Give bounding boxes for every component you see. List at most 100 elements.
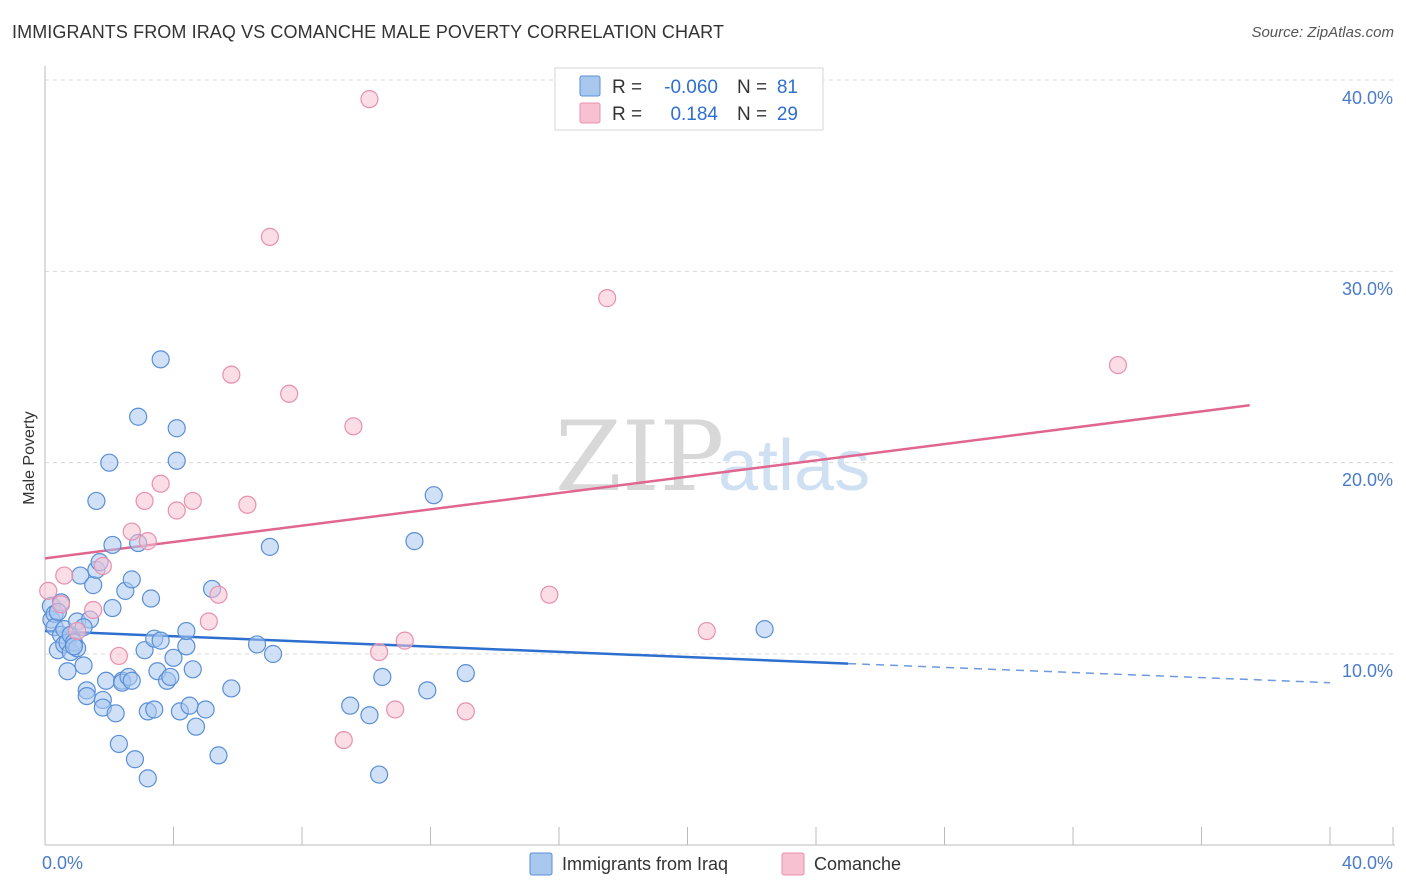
grid-layer xyxy=(45,79,1395,655)
iraq-point xyxy=(122,671,141,690)
iraq-point xyxy=(103,598,122,618)
iraq-point xyxy=(106,704,125,723)
iraq-point xyxy=(263,644,283,664)
bottom-legend-swatch-iraq xyxy=(529,852,553,876)
comanche-point xyxy=(209,585,228,604)
iraq-point xyxy=(145,700,164,719)
iraq-point xyxy=(177,621,196,641)
iraq-point xyxy=(177,637,196,656)
comanche-point xyxy=(280,384,299,403)
iraq-point xyxy=(64,637,84,656)
legend-n-label-comanche: N = xyxy=(737,104,767,125)
iraq-point xyxy=(370,765,389,784)
legend-n-value-comanche: 29 xyxy=(777,104,798,125)
iraq-point xyxy=(87,491,106,511)
bottom-legend-label-iraq: Immigrants from Iraq xyxy=(562,854,728,874)
iraq-point xyxy=(260,537,279,556)
source-credit: Source: ZipAtlas.com xyxy=(1251,24,1394,41)
iraq-point xyxy=(74,656,93,675)
comanche-point xyxy=(122,522,141,541)
iraq-point xyxy=(84,576,103,595)
iraq-point xyxy=(122,570,141,589)
iraq-point xyxy=(151,350,170,369)
iraq-point xyxy=(138,769,157,788)
watermark-zip: ZIP xyxy=(555,401,724,513)
comanche-point xyxy=(360,90,379,109)
watermark-atlas: atlas xyxy=(718,426,870,506)
legend-r-value-iraq: -0.060 xyxy=(664,77,718,98)
chart-title: IMMIGRANTS FROM IRAQ VS COMANCHE MALE PO… xyxy=(12,22,725,42)
iraq-point xyxy=(141,589,161,608)
bottom-legend-swatch-comanche xyxy=(781,852,805,876)
comanche-point xyxy=(109,646,128,666)
legend-r-label-comanche: R = xyxy=(612,104,642,125)
comanche-point xyxy=(697,621,716,641)
comanche-point xyxy=(386,700,405,719)
iraq-point xyxy=(100,453,119,472)
watermark: ZIP atlas xyxy=(555,401,870,513)
legend-n-label-iraq: N = xyxy=(737,77,767,98)
legend-n-value-iraq: 81 xyxy=(777,77,798,98)
comanche-point xyxy=(138,532,157,551)
iraq-point xyxy=(125,750,145,769)
comanche-point xyxy=(334,730,353,750)
iraq-point xyxy=(418,681,437,700)
comanche-point xyxy=(598,289,617,308)
y-tick-label-20: 20.0% xyxy=(1342,470,1393,490)
iraq-point xyxy=(151,631,170,650)
bottom-legend: Immigrants from Iraq Comanche xyxy=(529,852,901,876)
iraq-point xyxy=(209,746,228,765)
trend-layer xyxy=(44,404,1331,684)
iraq-point xyxy=(58,662,77,681)
comanche-point xyxy=(39,581,58,600)
comanche-point xyxy=(540,585,559,604)
comanche-point xyxy=(167,501,186,520)
legend-r-value-comanche: 0.184 xyxy=(670,104,718,125)
comanche-point xyxy=(222,365,241,384)
iraq-point xyxy=(222,679,241,698)
trendline-iraq xyxy=(44,629,849,665)
iraq-point xyxy=(360,706,379,725)
y-tick-label-30: 30.0% xyxy=(1342,279,1393,299)
iraq-point xyxy=(77,686,96,706)
y-axis-label: Male Poverty xyxy=(21,411,38,504)
iraq-point xyxy=(755,620,774,639)
axis-layer xyxy=(44,66,1395,846)
x-tick-label-min: 0.0% xyxy=(42,853,83,873)
legend-swatch-comanche xyxy=(579,102,601,124)
iraq-point xyxy=(129,407,148,426)
iraq-point xyxy=(247,635,267,654)
comanche-point xyxy=(68,621,87,641)
series-comanche xyxy=(39,90,1128,750)
comanche-point xyxy=(51,595,71,614)
iraq-point xyxy=(341,696,360,715)
comanche-point xyxy=(238,495,257,514)
y-tick-label-40: 40.0% xyxy=(1342,88,1393,108)
iraq-point xyxy=(424,486,443,505)
bottom-legend-label-comanche: Comanche xyxy=(814,854,901,874)
series-iraq xyxy=(41,350,774,788)
comanche-point xyxy=(395,631,414,650)
comanche-point xyxy=(1108,355,1128,375)
comanche-point xyxy=(55,566,74,585)
comanche-point xyxy=(135,491,154,511)
top-legend: R = -0.060 N = 81 R = 0.184 N = 29 xyxy=(554,67,824,131)
trendline-comanche xyxy=(44,404,1250,560)
iraq-point xyxy=(161,667,180,687)
points-layer xyxy=(39,90,1128,788)
comanche-point xyxy=(456,702,475,721)
comanche-point xyxy=(199,612,218,631)
comanche-point xyxy=(260,227,279,246)
iraq-point xyxy=(196,700,215,719)
iraq-point xyxy=(180,696,199,715)
comanche-point xyxy=(344,417,363,436)
iraq-point xyxy=(373,667,392,687)
iraq-point xyxy=(103,535,122,555)
legend-swatch-iraq xyxy=(579,75,601,97)
iraq-point xyxy=(96,671,116,690)
iraq-point xyxy=(456,664,475,683)
comanche-point xyxy=(93,556,112,576)
comanche-point xyxy=(370,642,389,662)
iraq-point xyxy=(167,451,186,470)
